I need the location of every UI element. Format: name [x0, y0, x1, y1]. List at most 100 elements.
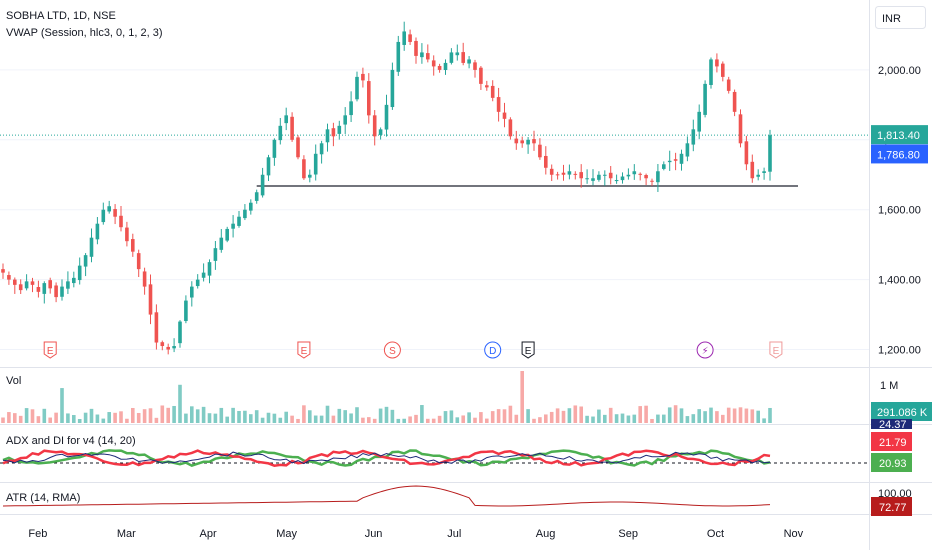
- earnings-icon[interactable]: E: [297, 341, 311, 359]
- candle: [573, 171, 578, 180]
- candle-body: [597, 174, 601, 180]
- candle-body: [520, 140, 524, 144]
- di-minus-line: [2, 449, 771, 467]
- candle: [591, 169, 595, 186]
- candle-body: [614, 180, 619, 182]
- candle-body: [243, 209, 247, 219]
- volume-bar: [384, 406, 389, 423]
- candle: [166, 343, 170, 355]
- candle-body: [567, 171, 572, 175]
- candle-body: [591, 178, 595, 181]
- volume-bar: [313, 415, 318, 423]
- volume-bar: [591, 416, 595, 423]
- earnings-icon[interactable]: E: [43, 341, 57, 359]
- candle: [107, 200, 111, 214]
- candle-body: [77, 265, 82, 281]
- symbol-legend[interactable]: SOBHA LTD, 1D, NSE: [6, 10, 116, 22]
- candle: [72, 271, 76, 288]
- adx-legend[interactable]: ADX and DI for v4 (14, 20): [6, 435, 136, 447]
- volume-bar: [372, 418, 377, 423]
- candle-body: [18, 284, 23, 291]
- candle-body: [514, 138, 519, 144]
- vwap-legend[interactable]: VWAP (Session, hlc3, 0, 1, 2, 3): [6, 27, 163, 39]
- volume-bar: [302, 405, 306, 423]
- candle: [603, 170, 607, 186]
- marker-label: E: [301, 346, 308, 357]
- currency-button[interactable]: INR: [875, 6, 926, 29]
- candle-body: [579, 172, 583, 179]
- time-axis-label: Oct: [707, 528, 724, 540]
- candle: [219, 229, 224, 253]
- candle: [1, 263, 5, 279]
- candle-body: [449, 52, 454, 63]
- time-axis-label: Aug: [536, 528, 556, 540]
- candle: [384, 94, 389, 137]
- candle-body: [66, 281, 70, 289]
- svg-text:1,786.80: 1,786.80: [877, 149, 920, 161]
- dividend-icon[interactable]: D: [484, 341, 502, 359]
- volume-bar: [402, 418, 406, 423]
- volume-bar: [319, 415, 324, 423]
- candle: [585, 169, 589, 184]
- lightning-icon[interactable]: ⚡: [696, 341, 714, 359]
- candle: [490, 80, 495, 102]
- volume-bar: [656, 414, 660, 423]
- event-markers[interactable]: E E S D E ⚡ E: [43, 341, 783, 359]
- candle-body: [750, 161, 755, 179]
- candle-body: [709, 59, 713, 85]
- candle-body: [420, 52, 424, 58]
- time-axis[interactable]: Feb Mar Apr May Jun Jul Aug Sep Oct Nov: [28, 528, 803, 540]
- split-icon[interactable]: S: [383, 341, 401, 359]
- candle: [544, 146, 548, 175]
- atr-legend[interactable]: ATR (14, RMA): [6, 492, 80, 504]
- candle-body: [125, 227, 129, 242]
- volume-bar: [95, 414, 100, 423]
- candle-body: [573, 173, 578, 175]
- volume-bar: [290, 415, 294, 423]
- time-axis-label: Nov: [784, 528, 804, 540]
- volume-bar: [532, 418, 536, 423]
- volume-bar: [514, 414, 519, 423]
- volume-bar: [284, 411, 288, 423]
- candle: [30, 277, 35, 293]
- volume-bar: [597, 409, 601, 423]
- volume-bar: [544, 414, 548, 423]
- volume-bar: [555, 408, 560, 423]
- volume-bar: [632, 414, 637, 423]
- volume-bar: [426, 418, 430, 423]
- marker-label: D: [489, 346, 496, 357]
- volume-bar: [355, 407, 359, 423]
- price-axis[interactable]: 2,000.001,800.001,600.001,400.001,200.00: [878, 65, 921, 357]
- earnings-icon[interactable]: E: [769, 341, 783, 359]
- marker-label: E: [773, 346, 780, 357]
- marker-label: ⚡: [702, 346, 709, 357]
- earnings-icon-shape: [297, 341, 311, 359]
- adx-line: [2, 451, 771, 465]
- candle: [195, 274, 200, 289]
- volume-bar: [36, 416, 41, 423]
- candle-body: [178, 321, 182, 344]
- volume-bar: [762, 418, 766, 423]
- volume-bar: [573, 405, 578, 423]
- volume-bar: [24, 408, 29, 423]
- volume-bar: [549, 411, 554, 423]
- candle: [308, 169, 312, 183]
- candle: [367, 73, 371, 124]
- price-axis-label: 1,400.00: [878, 275, 921, 287]
- candle-body: [142, 271, 147, 287]
- volume-bar: [431, 418, 436, 423]
- volume-bar: [603, 414, 607, 423]
- volume-bar: [538, 417, 542, 423]
- candlestick-series[interactable]: [1, 21, 772, 355]
- candle: [479, 66, 483, 90]
- candle: [296, 135, 300, 160]
- volume-bar: [502, 409, 507, 423]
- volume-bar: [526, 409, 530, 423]
- price-axis-label: 1,200.00: [878, 345, 921, 357]
- earnings-icon[interactable]: E: [521, 341, 535, 359]
- candle: [77, 257, 82, 285]
- candle: [431, 55, 436, 76]
- volume-legend[interactable]: Vol: [6, 375, 21, 387]
- candle: [372, 110, 377, 146]
